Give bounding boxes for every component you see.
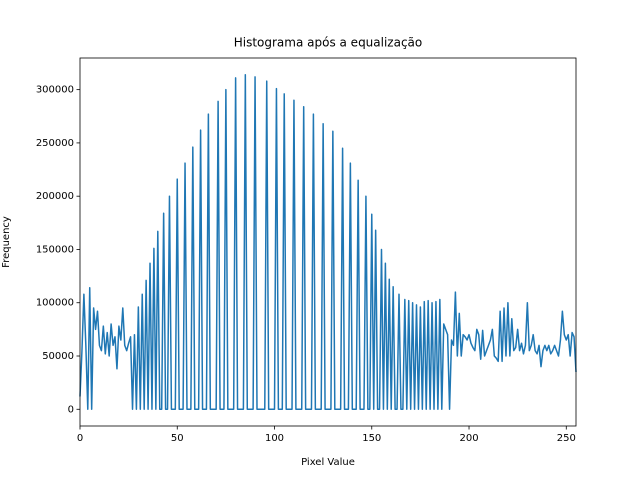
y-tick-label: 250000 xyxy=(36,138,74,149)
chart-title: Histograma após a equalização xyxy=(234,36,423,50)
y-tick-label: 150000 xyxy=(36,244,74,255)
y-tick-label: 0 xyxy=(68,404,74,415)
y-tick-label: 100000 xyxy=(36,298,74,309)
y-tick-label: 300000 xyxy=(36,85,74,96)
x-tick-label: 200 xyxy=(459,433,478,444)
x-tick-label: 100 xyxy=(265,433,284,444)
x-tick-label: 150 xyxy=(362,433,381,444)
y-axis-label: Frequency xyxy=(1,216,12,268)
x-tick-label: 50 xyxy=(171,433,184,444)
plot-area xyxy=(79,73,577,411)
data-line xyxy=(79,73,577,411)
y-tick-label: 50000 xyxy=(42,351,74,362)
x-tick-label: 250 xyxy=(557,433,576,444)
axes-frame xyxy=(79,57,577,427)
x-tick-label: 0 xyxy=(77,433,83,444)
y-tick-label: 200000 xyxy=(36,191,74,202)
x-axis-label: Pixel Value xyxy=(301,457,355,468)
